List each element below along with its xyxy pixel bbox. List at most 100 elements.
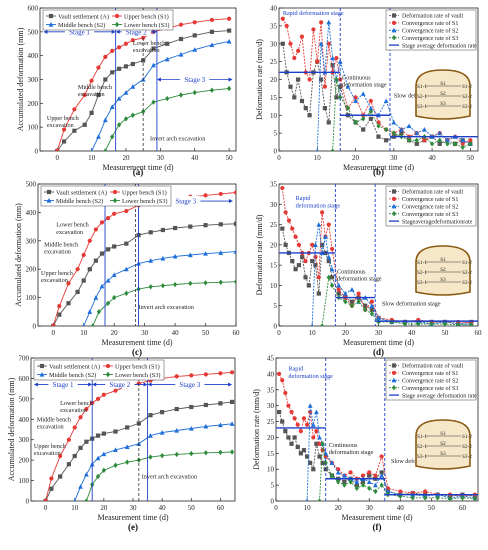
data-point xyxy=(338,84,343,89)
inset-label: S3 xyxy=(440,451,446,457)
data-point xyxy=(330,63,335,68)
data-point xyxy=(229,449,235,455)
data-point xyxy=(326,41,331,46)
data-point xyxy=(226,38,232,44)
data-point xyxy=(101,431,106,436)
tunnel-lining xyxy=(415,419,471,470)
y-tick-label: 600 xyxy=(19,375,30,383)
annotation: Upper bench excavation xyxy=(34,443,67,457)
panel-f: 0 10 20 30 40 50 60 0 5 10 15 20 25 30 35 40 45 Measureme… xyxy=(252,355,479,532)
y-tick-label: 20 xyxy=(267,434,275,442)
data-point xyxy=(342,482,347,488)
data-point xyxy=(72,128,77,133)
legend-box xyxy=(33,359,165,381)
data-point xyxy=(66,301,71,306)
data-point xyxy=(349,286,355,292)
x-tick-label: 50 xyxy=(226,154,234,162)
data-point xyxy=(203,193,208,198)
data-point xyxy=(361,127,366,132)
annotation: Middle bench excavation xyxy=(37,416,72,430)
data-point xyxy=(284,23,289,28)
data-point xyxy=(314,428,319,434)
tunnel-section-inset: S1-1 S1 S1-2 S2-1 S2 S2-2 S3-1 S3 S3-2 xyxy=(415,245,472,296)
panel-label: (e) xyxy=(128,522,138,532)
y-tick-label: 100 xyxy=(19,477,30,485)
legend-label: Deformation rate of vault xyxy=(402,363,463,370)
data-point xyxy=(320,441,325,447)
x-tick-label: 40 xyxy=(191,154,199,162)
legend-label: Convergence rate of S3 xyxy=(402,385,458,392)
data-point xyxy=(89,110,94,115)
data-point xyxy=(113,429,118,434)
data-point xyxy=(318,77,324,82)
data-point xyxy=(334,55,339,61)
x-tick-label: 60 xyxy=(233,329,241,337)
x-tick-label: 10 xyxy=(314,154,322,162)
legend-label: Deformation rate of vault xyxy=(402,189,463,196)
legend: Vault settlement (A) Upper bench (S1) Midd… xyxy=(33,359,165,381)
data-point xyxy=(160,410,165,415)
inset-label: S2-1 xyxy=(417,270,427,276)
data-point xyxy=(227,16,232,21)
stage-label: Stage 2 xyxy=(109,381,130,389)
data-point xyxy=(87,267,92,272)
data-point xyxy=(189,373,194,378)
data-point xyxy=(280,41,285,46)
data-point xyxy=(112,211,117,216)
data-point xyxy=(435,495,440,501)
data-point xyxy=(330,148,335,151)
data-point xyxy=(99,251,105,256)
x-tick-label: 40 xyxy=(429,154,437,162)
data-point xyxy=(124,241,129,246)
data-point xyxy=(49,476,54,481)
data-point xyxy=(296,263,301,268)
data-point xyxy=(159,430,165,435)
series-line-2 xyxy=(74,423,233,501)
y-tick-label: 0 xyxy=(274,148,278,156)
data-point xyxy=(348,479,353,485)
legend-label: Stage average deformation rate xyxy=(402,392,477,399)
arrow-head xyxy=(156,77,161,82)
data-point xyxy=(317,434,322,440)
data-point xyxy=(178,36,184,42)
data-point xyxy=(366,479,372,485)
y-tick-label: 20 xyxy=(270,241,278,249)
x-tick-label: 30 xyxy=(390,154,398,162)
data-point xyxy=(353,98,358,104)
legend-label: Upper bench (S1) xyxy=(122,189,167,196)
data-point xyxy=(349,299,355,304)
annotation: Rapid deformation stage xyxy=(296,195,341,209)
data-point xyxy=(96,309,102,315)
panel-a: 0 10 20 30 40 500100200300400500600Measuremen… xyxy=(16,5,237,177)
annotation: Lower bench excavation xyxy=(133,40,166,54)
data-point xyxy=(360,482,366,488)
data-point xyxy=(373,482,378,488)
data-point xyxy=(414,141,419,146)
data-point xyxy=(227,28,232,33)
series-line-3 xyxy=(332,79,471,151)
data-point xyxy=(329,266,335,272)
data-point xyxy=(203,280,208,286)
data-point xyxy=(307,113,312,118)
annotation: Rapid deformation stage xyxy=(283,10,344,17)
data-point xyxy=(102,117,108,123)
data-point xyxy=(123,116,129,122)
legend-box xyxy=(385,185,477,227)
x-tick-label: 50 xyxy=(467,154,475,162)
data-layer: Stage 1 Stage 2 Stage 3 xyxy=(33,358,235,501)
data-point xyxy=(360,473,366,478)
legend-label: Middle bench (S2) xyxy=(49,372,96,379)
data-point xyxy=(323,460,328,466)
data-point xyxy=(286,403,291,408)
x-tick-label: 50 xyxy=(202,329,210,337)
data-point xyxy=(95,473,101,480)
plot-frame xyxy=(37,183,237,327)
data-point xyxy=(75,289,80,295)
inset-label: S1-2 xyxy=(462,260,472,266)
data-point xyxy=(116,66,122,71)
data-point xyxy=(174,451,179,458)
x-tick-label: 30 xyxy=(157,154,165,162)
data-point xyxy=(306,283,311,288)
data-point xyxy=(308,460,313,465)
data-point xyxy=(301,448,307,453)
